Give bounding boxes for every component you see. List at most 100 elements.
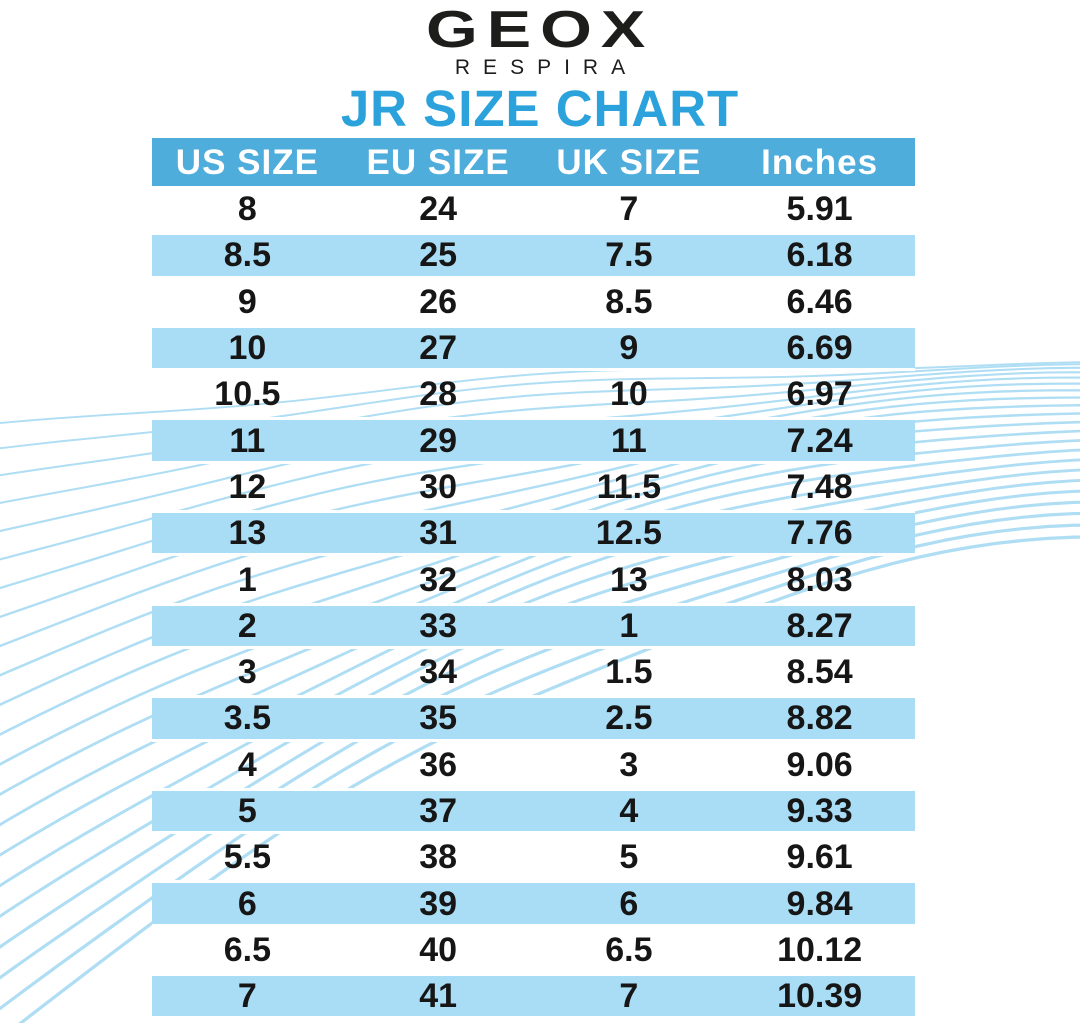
inches-cell: 10.12 (777, 930, 863, 969)
us-size-cell: 5 (237, 792, 257, 830)
table-row: 10.5 28 10 6.97 (152, 371, 915, 417)
inches-cell: 8.03 (786, 560, 853, 599)
brand-header: GEOX RESPIRA JR SIZE CHART (0, 0, 1080, 134)
table-row: 3.5 35 2.5 8.82 (152, 695, 915, 742)
uk-size-cell: 1.5 (605, 653, 653, 692)
table-row: 9 26 8.5 6.46 (152, 279, 915, 325)
us-size-cell: 10.5 (214, 375, 281, 414)
respira-subtitle: RESPIRA (454, 56, 639, 79)
inches-cell: 9.61 (786, 838, 853, 877)
table-row: 4 36 3 9.06 (152, 742, 915, 788)
uk-size-cell: 3 (619, 745, 639, 784)
column-header-us-size: US SIZE (175, 142, 319, 182)
inches-cell: 7.76 (786, 514, 853, 553)
eu-size-cell: 32 (419, 560, 458, 599)
eu-size-cell: 27 (419, 329, 458, 368)
us-size-cell: 8.5 (223, 236, 271, 275)
uk-size-cell: 6.5 (605, 930, 653, 969)
table-row: 3 34 1.5 8.54 (152, 649, 915, 695)
uk-size-cell: 4 (619, 792, 639, 830)
uk-size-cell: 7.5 (605, 236, 653, 275)
inches-cell: 6.46 (786, 282, 853, 321)
size-chart-table: US SIZE EU SIZE UK SIZE Inches 8 24 7 5.… (152, 138, 915, 1020)
table-row: 7 41 7 10.39 (152, 973, 915, 1020)
us-size-cell: 8 (237, 190, 257, 229)
eu-size-cell: 38 (419, 838, 458, 877)
table-header-row: US SIZE EU SIZE UK SIZE Inches (152, 138, 915, 186)
us-size-cell: 9 (237, 282, 257, 321)
us-size-cell: 3.5 (223, 699, 271, 738)
table-row: 8 24 7 5.91 (152, 186, 915, 232)
table-row: 5.5 38 5 9.61 (152, 834, 915, 880)
us-size-cell: 6.5 (223, 930, 271, 969)
column-header-uk-size: UK SIZE (556, 142, 702, 182)
us-size-cell: 4 (237, 745, 257, 784)
table-row: 1 32 13 8.03 (152, 556, 915, 602)
inches-cell: 9.33 (786, 792, 853, 830)
column-header-inches: Inches (761, 142, 879, 182)
eu-size-cell: 29 (419, 421, 458, 460)
eu-size-cell: 34 (419, 653, 458, 692)
us-size-cell: 11 (229, 421, 266, 460)
eu-size-cell: 35 (419, 699, 458, 738)
uk-size-cell: 10 (609, 375, 648, 414)
inches-cell: 6.18 (786, 236, 853, 275)
table-row: 8.5 25 7.5 6.18 (152, 232, 915, 279)
eu-size-cell: 36 (419, 745, 458, 784)
inches-cell: 5.91 (786, 190, 853, 229)
table-row: 12 30 11.5 7.48 (152, 464, 915, 510)
uk-size-cell: 8.5 (605, 282, 653, 321)
table-row: 10 27 9 6.69 (152, 324, 915, 372)
eu-size-cell: 28 (419, 375, 458, 414)
uk-size-cell: 1 (619, 606, 639, 645)
inches-cell: 10.39 (777, 977, 863, 1016)
inches-cell: 9.06 (786, 745, 853, 784)
table-row: 5 37 4 9.33 (152, 787, 915, 835)
inches-cell: 9.84 (786, 884, 853, 923)
inches-cell: 8.54 (786, 653, 853, 692)
eu-size-cell: 24 (419, 190, 458, 229)
us-size-cell: 5.5 (223, 838, 271, 877)
us-size-cell: 2 (237, 606, 257, 645)
eu-size-cell: 31 (419, 514, 458, 553)
inches-cell: 6.69 (786, 329, 853, 368)
eu-size-cell: 30 (419, 467, 458, 506)
uk-size-cell: 11.5 (596, 467, 662, 506)
eu-size-cell: 25 (419, 236, 458, 275)
eu-size-cell: 39 (419, 884, 458, 923)
table-row: 11 29 11 7.24 (152, 417, 915, 464)
us-size-cell: 1 (237, 560, 257, 599)
eu-size-cell: 37 (419, 792, 458, 830)
page-title: JR SIZE CHART (340, 80, 740, 138)
us-size-cell: 3 (237, 653, 257, 692)
us-size-cell: 12 (228, 467, 267, 506)
uk-size-cell: 13 (609, 560, 648, 599)
eu-size-cell: 40 (419, 930, 458, 969)
inches-cell: 6.97 (786, 375, 853, 414)
us-size-cell: 7 (237, 977, 257, 1016)
uk-size-cell: 2.5 (605, 699, 653, 738)
uk-size-cell: 7 (619, 977, 639, 1016)
table-row: 6.5 40 6.5 10.12 (152, 927, 915, 973)
geox-logo: GEOX (425, 1, 655, 59)
eu-size-cell: 41 (419, 977, 458, 1016)
us-size-cell: 10 (228, 329, 267, 368)
inches-cell: 7.24 (786, 421, 853, 460)
table-row: 13 31 12.5 7.76 (152, 510, 915, 557)
uk-size-cell: 6 (619, 884, 639, 923)
inches-cell: 7.48 (786, 467, 853, 506)
uk-size-cell: 7 (619, 190, 639, 229)
uk-size-cell: 5 (619, 838, 639, 877)
us-size-cell: 13 (228, 514, 267, 553)
eu-size-cell: 26 (419, 282, 458, 321)
us-size-cell: 6 (237, 884, 257, 923)
eu-size-cell: 33 (419, 606, 458, 645)
uk-size-cell: 9 (619, 329, 639, 368)
table-row: 2 33 1 8.27 (152, 602, 915, 649)
uk-size-cell: 12.5 (595, 514, 662, 553)
inches-cell: 8.82 (786, 699, 853, 738)
column-header-eu-size: EU SIZE (366, 142, 510, 182)
inches-cell: 8.27 (786, 606, 853, 645)
uk-size-cell: 11 (610, 421, 647, 460)
table-row: 6 39 6 9.84 (152, 880, 915, 927)
